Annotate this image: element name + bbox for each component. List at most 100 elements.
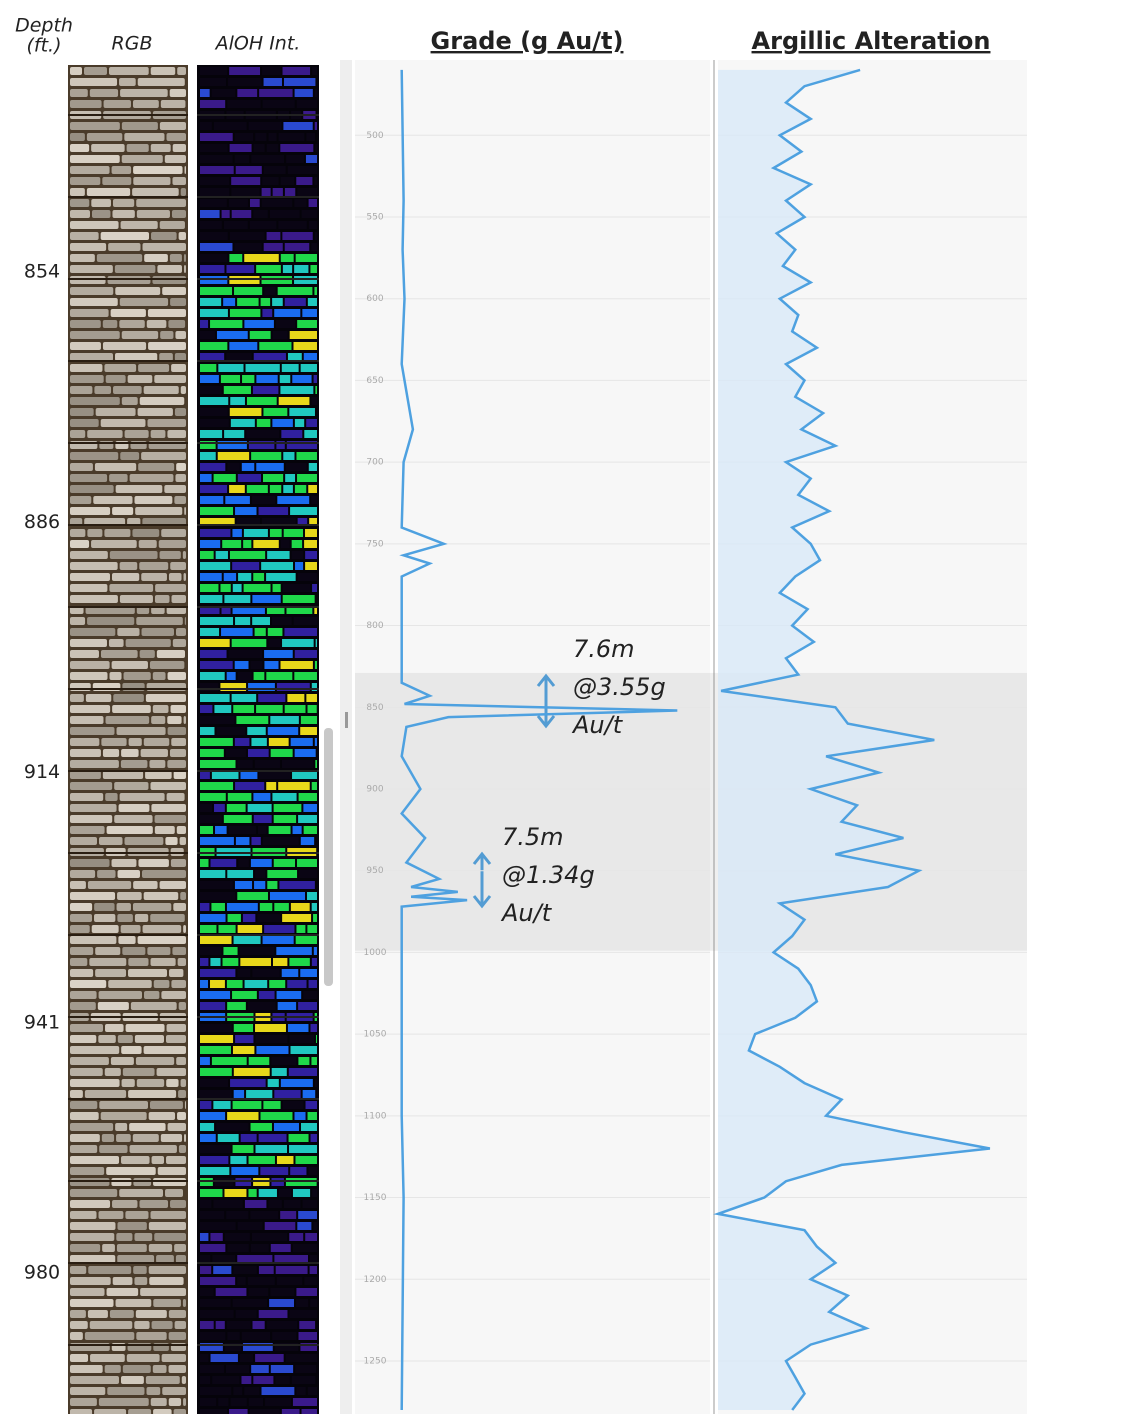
core-piece bbox=[103, 749, 119, 757]
aloh-piece bbox=[235, 507, 256, 515]
core-piece bbox=[151, 67, 176, 75]
aloh-piece bbox=[315, 89, 317, 97]
core-piece bbox=[70, 936, 116, 944]
aloh-piece bbox=[304, 353, 317, 361]
well-log: Depth (ft.) RGB AlOH Int. Grade (g Au/t)… bbox=[0, 0, 1130, 1414]
aloh-piece bbox=[278, 287, 313, 295]
core-piece bbox=[70, 1101, 97, 1109]
aloh-piece bbox=[294, 199, 306, 207]
core-piece bbox=[151, 716, 165, 724]
aloh-piece bbox=[234, 1090, 244, 1098]
core-piece bbox=[184, 716, 186, 724]
aloh-piece bbox=[274, 804, 302, 812]
core-piece bbox=[91, 199, 111, 207]
aloh-piece bbox=[303, 991, 317, 999]
aloh-piece bbox=[284, 628, 317, 636]
argillic-title: Argillic Alteration bbox=[752, 27, 991, 55]
aloh-piece bbox=[296, 452, 317, 460]
core-piece bbox=[110, 1310, 134, 1318]
aloh-piece bbox=[283, 595, 315, 603]
core-piece bbox=[70, 1002, 96, 1010]
core-piece bbox=[70, 188, 85, 196]
aloh-piece bbox=[200, 1233, 208, 1241]
core-piece bbox=[165, 837, 177, 845]
aloh-piece bbox=[259, 1134, 287, 1142]
core-piece bbox=[70, 232, 99, 240]
aloh-piece bbox=[306, 419, 317, 427]
core-piece bbox=[95, 947, 120, 955]
aloh-piece bbox=[210, 320, 242, 328]
core-piece bbox=[165, 1189, 183, 1197]
core-piece bbox=[104, 529, 130, 537]
core-piece bbox=[179, 1145, 186, 1153]
core-piece bbox=[150, 782, 186, 790]
core-piece bbox=[166, 133, 186, 141]
aloh-piece bbox=[235, 661, 249, 669]
aloh-piece bbox=[278, 782, 310, 790]
aloh-piece bbox=[200, 1365, 224, 1373]
aloh-piece bbox=[230, 1079, 266, 1087]
aloh-piece bbox=[275, 1376, 289, 1384]
core-piece bbox=[154, 375, 186, 383]
core-piece bbox=[91, 144, 124, 152]
aloh-piece bbox=[284, 529, 303, 537]
core-piece bbox=[70, 881, 86, 889]
aloh-piece bbox=[264, 243, 283, 251]
core-piece bbox=[170, 89, 186, 97]
core-piece bbox=[135, 914, 148, 922]
aloh-piece bbox=[264, 650, 293, 658]
aloh-piece bbox=[234, 1068, 270, 1076]
aloh-piece bbox=[226, 1211, 248, 1219]
aloh-piece bbox=[243, 914, 255, 922]
aloh-piece bbox=[248, 1277, 275, 1285]
aloh-piece bbox=[269, 980, 285, 988]
core-piece bbox=[70, 1365, 103, 1373]
core-piece bbox=[106, 1167, 156, 1175]
core-piece bbox=[70, 705, 110, 713]
core-piece bbox=[70, 1211, 97, 1219]
aloh-piece bbox=[200, 650, 227, 658]
aloh-piece bbox=[279, 1189, 291, 1197]
core-piece bbox=[92, 210, 110, 218]
core-piece bbox=[117, 892, 142, 900]
core-piece bbox=[70, 760, 119, 768]
core-piece bbox=[148, 309, 186, 317]
aloh-piece bbox=[268, 639, 280, 647]
aloh-piece bbox=[306, 133, 315, 141]
aloh-piece bbox=[300, 727, 317, 735]
aloh-piece bbox=[200, 1321, 214, 1329]
scrollbar[interactable] bbox=[324, 728, 333, 986]
core-piece bbox=[136, 1057, 174, 1065]
core-piece bbox=[113, 1277, 133, 1285]
aloh-piece bbox=[259, 1266, 274, 1274]
core-piece bbox=[99, 991, 142, 999]
aloh-piece bbox=[251, 859, 272, 867]
core-piece bbox=[70, 1035, 96, 1043]
aloh-piece bbox=[241, 1134, 257, 1142]
aloh-piece bbox=[247, 397, 277, 405]
aloh-piece bbox=[281, 1079, 313, 1087]
core-piece bbox=[129, 738, 142, 746]
aloh-piece bbox=[259, 89, 292, 97]
aloh-piece bbox=[200, 122, 212, 130]
aloh-piece bbox=[315, 738, 317, 746]
core-piece bbox=[70, 1200, 110, 1208]
aloh-piece bbox=[314, 375, 317, 383]
core-piece bbox=[70, 1299, 114, 1307]
core-piece bbox=[134, 496, 172, 504]
aloh-piece bbox=[263, 100, 295, 108]
aloh-piece bbox=[308, 298, 317, 306]
core-piece bbox=[97, 870, 115, 878]
core-piece bbox=[70, 331, 120, 339]
depth-tick-label: 600 bbox=[366, 294, 383, 304]
core-piece bbox=[164, 485, 186, 493]
aloh-piece bbox=[304, 430, 317, 438]
core-piece bbox=[117, 1255, 154, 1263]
aloh-piece bbox=[226, 749, 246, 757]
core-piece bbox=[154, 1233, 186, 1241]
aloh-piece bbox=[290, 507, 317, 515]
core-piece bbox=[174, 496, 186, 504]
core-piece bbox=[114, 782, 148, 790]
core-piece bbox=[175, 1321, 186, 1329]
aloh-piece bbox=[305, 529, 317, 537]
